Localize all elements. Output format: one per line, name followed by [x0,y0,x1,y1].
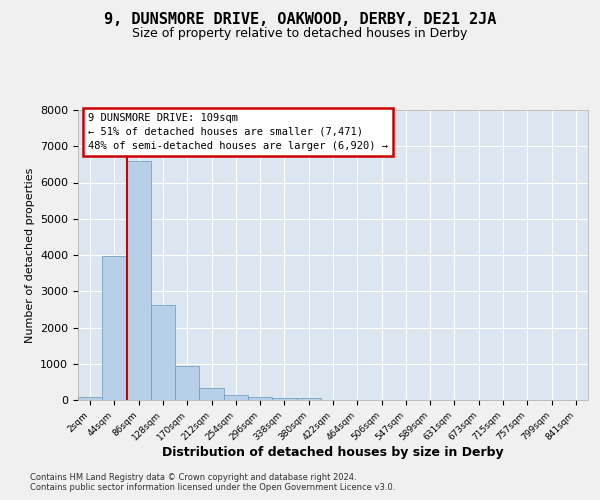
Bar [151,305,175,400]
Text: 9, DUNSMORE DRIVE, OAKWOOD, DERBY, DE21 2JA: 9, DUNSMORE DRIVE, OAKWOOD, DERBY, DE21 … [104,12,496,28]
Bar [78,396,102,400]
Text: Size of property relative to detached houses in Derby: Size of property relative to detached ho… [133,28,467,40]
Text: Contains HM Land Registry data © Crown copyright and database right 2024.: Contains HM Land Registry data © Crown c… [30,473,356,482]
Bar [272,398,296,400]
Y-axis label: Number of detached properties: Number of detached properties [25,168,35,342]
Text: Contains public sector information licensed under the Open Government Licence v3: Contains public sector information licen… [30,483,395,492]
Bar [224,396,248,400]
Text: Distribution of detached houses by size in Derby: Distribution of detached houses by size … [162,446,504,459]
Bar [248,396,272,400]
Text: 9 DUNSMORE DRIVE: 109sqm
← 51% of detached houses are smaller (7,471)
48% of sem: 9 DUNSMORE DRIVE: 109sqm ← 51% of detach… [88,113,388,151]
Bar [296,398,321,400]
Bar [102,256,127,400]
Bar [127,161,151,400]
Bar [199,388,224,400]
Bar [175,366,199,400]
